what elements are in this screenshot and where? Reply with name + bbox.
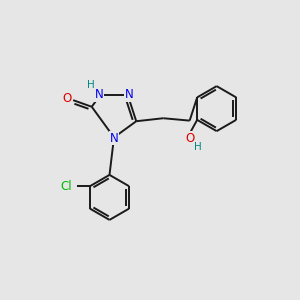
Text: O: O: [185, 132, 194, 145]
Text: H: H: [87, 80, 95, 91]
Text: H: H: [194, 142, 202, 152]
Text: O: O: [62, 92, 71, 106]
Text: N: N: [95, 88, 103, 101]
Text: N: N: [110, 131, 118, 145]
Text: N: N: [124, 88, 133, 101]
Text: Cl: Cl: [61, 180, 72, 193]
